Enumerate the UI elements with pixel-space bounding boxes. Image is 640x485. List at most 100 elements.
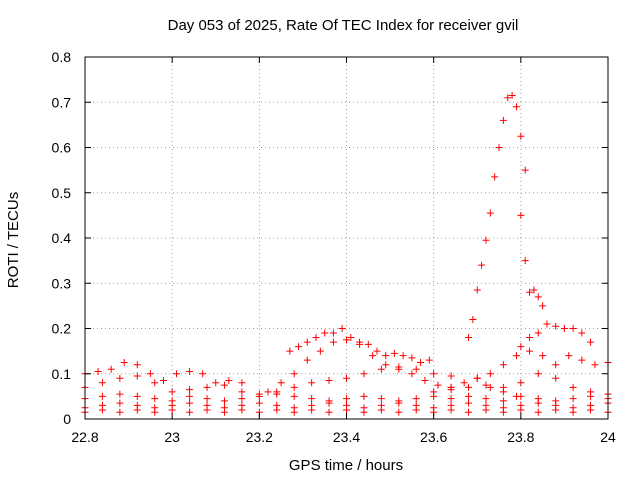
data-point	[343, 395, 350, 403]
y-tick-label: 0.7	[52, 94, 72, 110]
series-arc-b	[264, 336, 455, 396]
data-point	[517, 211, 525, 219]
x-tick-label: 23	[164, 429, 180, 445]
data-point	[343, 406, 350, 414]
axis-ticks: 22.8 23 23.2 23.4 23.6 23.8 24 0 0.1 0.2 0.3 0.4 0.5…	[52, 49, 616, 445]
data-point	[116, 408, 124, 416]
data-point	[465, 383, 473, 391]
y-tick-label: 0.3	[52, 275, 72, 291]
data-point	[412, 365, 420, 373]
data-point	[377, 395, 385, 403]
data-point	[186, 386, 194, 394]
data-point	[421, 377, 429, 385]
data-point	[316, 347, 324, 355]
gridlines	[85, 57, 608, 419]
data-point	[587, 338, 595, 346]
data-point	[220, 397, 228, 405]
data-point	[168, 406, 176, 414]
data-point	[308, 395, 316, 403]
data-point	[329, 329, 337, 337]
y-tick-label: 0.1	[52, 366, 72, 382]
data-point	[543, 320, 551, 328]
y-tick-label: 0.4	[52, 230, 72, 246]
data-point	[94, 367, 102, 375]
data-point	[552, 322, 560, 330]
data-point	[587, 406, 595, 414]
data-point	[255, 392, 263, 400]
x-tick-label: 24	[600, 429, 616, 445]
y-tick-label: 0.6	[52, 140, 72, 156]
data-point	[303, 338, 311, 346]
data-point	[347, 334, 355, 342]
data-point	[473, 374, 481, 382]
series-late-rise-b	[517, 320, 595, 351]
data-point	[377, 406, 385, 414]
data-point	[539, 352, 547, 360]
data-point	[325, 408, 333, 416]
data-point	[508, 91, 516, 99]
data-point	[360, 370, 368, 378]
data-point	[521, 257, 529, 265]
data-point	[417, 358, 425, 366]
data-point	[273, 406, 281, 414]
data-point	[499, 408, 507, 416]
data-point	[569, 408, 577, 416]
data-point	[395, 399, 403, 407]
data-point	[303, 356, 311, 364]
data-point	[133, 361, 141, 369]
x-tick-label: 23.2	[246, 429, 273, 445]
data-point	[473, 286, 481, 294]
data-point	[499, 116, 507, 124]
data-point	[517, 343, 525, 351]
data-point	[530, 286, 538, 294]
data-point	[343, 374, 350, 382]
data-point	[290, 408, 298, 416]
series-arc-a	[286, 325, 433, 366]
data-point	[521, 166, 529, 174]
data-point	[264, 388, 272, 396]
chart-title: Day 053 of 2025, Rate Of TEC Index for r…	[168, 17, 519, 34]
data-point	[220, 408, 228, 416]
data-point	[412, 406, 420, 414]
series-drop-b	[473, 374, 520, 400]
data-point	[151, 395, 159, 403]
data-point	[552, 406, 560, 414]
data-point	[159, 377, 167, 385]
data-point	[504, 94, 512, 102]
data-point	[151, 379, 159, 387]
data-point	[447, 406, 455, 414]
data-point	[408, 370, 416, 378]
data-point	[495, 144, 503, 151]
data-point	[173, 370, 181, 378]
data-point	[569, 395, 577, 403]
data-point	[408, 354, 416, 362]
data-point	[469, 315, 477, 323]
data-point	[212, 379, 220, 387]
x-axis-label: GPS time / hours	[289, 457, 403, 474]
data-point	[225, 377, 233, 385]
data-point	[591, 361, 599, 369]
data-point	[526, 347, 534, 355]
data-point	[360, 392, 368, 400]
data-point	[499, 397, 507, 405]
data-point	[308, 406, 316, 414]
data-point	[430, 388, 438, 396]
data-point	[447, 372, 455, 380]
data-point	[512, 352, 520, 360]
data-point	[116, 399, 124, 407]
data-point	[578, 329, 586, 337]
data-point	[199, 370, 207, 378]
data-point	[412, 395, 420, 403]
data-point	[512, 392, 520, 400]
data-point	[151, 408, 159, 416]
data-point	[133, 372, 141, 380]
data-point	[478, 261, 486, 269]
data-point	[526, 334, 534, 342]
data-point	[295, 343, 303, 351]
y-axis-label: ROTI / TECUs	[5, 192, 22, 288]
data-point	[447, 395, 455, 403]
data-point	[364, 340, 372, 348]
data-point	[465, 392, 473, 400]
data-point	[186, 392, 194, 400]
data-point	[343, 336, 350, 344]
